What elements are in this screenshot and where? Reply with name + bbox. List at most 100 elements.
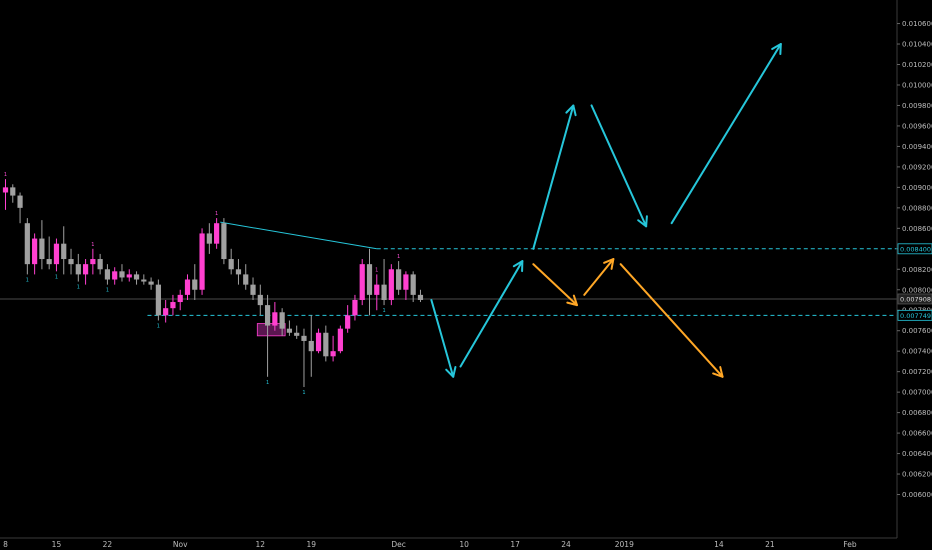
candle-body <box>17 195 23 208</box>
candle-body <box>330 351 336 357</box>
x-tick-label: Dec <box>391 540 406 549</box>
x-tick-label: 8 <box>3 540 8 549</box>
candle-body <box>388 269 394 300</box>
candle-body <box>279 312 285 329</box>
level-price-tag <box>897 309 932 321</box>
candle-body <box>396 269 402 290</box>
level-price-tag <box>897 243 932 255</box>
current-price-tag-label: 0.007908 <box>900 295 931 303</box>
candle-body <box>272 312 278 326</box>
candle-body <box>184 279 191 295</box>
candle-body <box>206 233 212 244</box>
x-tick-label: 17 <box>510 540 520 549</box>
candle-body <box>141 279 147 282</box>
candle-body <box>148 281 154 285</box>
candle-body <box>410 274 416 295</box>
candle-body <box>24 223 30 265</box>
x-tick-label: 19 <box>306 540 316 549</box>
candle-body <box>112 271 118 280</box>
cyan-projection-arrow[interactable] <box>590 104 648 228</box>
cyan-projection-arrow[interactable] <box>670 43 782 225</box>
x-tick-label: 10 <box>459 540 469 549</box>
candle-body <box>97 259 103 270</box>
candle-body <box>155 284 161 316</box>
cyan-projection-arrow-head <box>565 104 577 117</box>
projection-arrows-layer <box>430 43 782 378</box>
trendline[interactable] <box>220 221 377 250</box>
low-marker: 1 <box>106 288 109 294</box>
candle-body <box>126 274 132 278</box>
price-tags: 0.008400 0.007749 0.007908 <box>897 243 932 321</box>
orange-projection-arrow-head <box>712 366 724 378</box>
candle-body <box>133 274 140 280</box>
candle-body <box>294 332 300 336</box>
candle-body <box>192 279 198 290</box>
candle-body <box>53 243 60 265</box>
time-axis[interactable]: 8 15 22 Nov 12 19 Dec 10 17 24 2019 14 21 Feb <box>0 537 897 549</box>
cyan-projection-arrow-head <box>445 366 457 378</box>
candle-body <box>221 223 227 260</box>
candles-layer <box>2 179 424 388</box>
candle-body <box>403 274 409 290</box>
candle-body <box>381 284 387 300</box>
highlight-box[interactable] <box>256 323 286 337</box>
candle-body <box>75 264 81 275</box>
x-tick-label: 14 <box>714 540 724 549</box>
candle-body <box>199 233 205 290</box>
low-marker: 1 <box>302 390 305 396</box>
candle-body <box>243 274 249 285</box>
candle-body <box>177 294 183 303</box>
cyan-projection-arrow[interactable] <box>532 104 575 250</box>
cyan-projection-arrow-head <box>771 43 782 56</box>
high-marker: 1 <box>4 172 7 178</box>
candle-body <box>235 269 242 275</box>
x-tick-label: 12 <box>256 540 266 549</box>
level-price-tag-label: 0.007749 <box>900 312 931 320</box>
orange-projection-arrow[interactable] <box>619 263 724 378</box>
candle-body <box>257 294 263 306</box>
candle-body <box>374 284 380 295</box>
cyan-projection-arrow-head <box>637 215 648 228</box>
x-tick-label: 2019 <box>615 540 634 549</box>
annotation-layer <box>0 221 897 337</box>
candle-body <box>214 223 220 244</box>
candle-body <box>68 259 74 265</box>
candle-body <box>61 243 67 260</box>
low-marker: 1 <box>55 274 58 280</box>
candle-body <box>323 332 329 357</box>
candle-body <box>90 259 96 265</box>
marker-layer: 1 1 1 1 1 1 1 1 1 1 1 1 1 <box>4 172 400 396</box>
high-marker: 1 <box>375 267 378 273</box>
cyan-projection-arrow[interactable] <box>459 260 524 368</box>
candle-body <box>39 238 45 260</box>
candle-body <box>104 269 111 280</box>
cyan-projection-arrow[interactable] <box>430 298 455 378</box>
low-marker: 1 <box>77 285 80 291</box>
low-marker: 1 <box>382 308 385 314</box>
low-marker: 1 <box>157 323 160 329</box>
x-tick-label: 15 <box>52 540 62 549</box>
candle-body <box>315 332 322 352</box>
high-marker: 1 <box>91 242 94 248</box>
candle-body <box>228 259 234 270</box>
candle-body <box>417 294 424 300</box>
candle-body <box>119 271 125 278</box>
high-marker: 1 <box>215 211 218 217</box>
x-tick-label: 21 <box>765 540 775 549</box>
orange-projection-arrow[interactable] <box>583 258 615 296</box>
candle-body <box>46 259 52 265</box>
orange-projection-arrow[interactable] <box>532 263 578 307</box>
orange-projection-arrow-head <box>566 294 578 307</box>
low-marker: 1 <box>266 380 269 386</box>
